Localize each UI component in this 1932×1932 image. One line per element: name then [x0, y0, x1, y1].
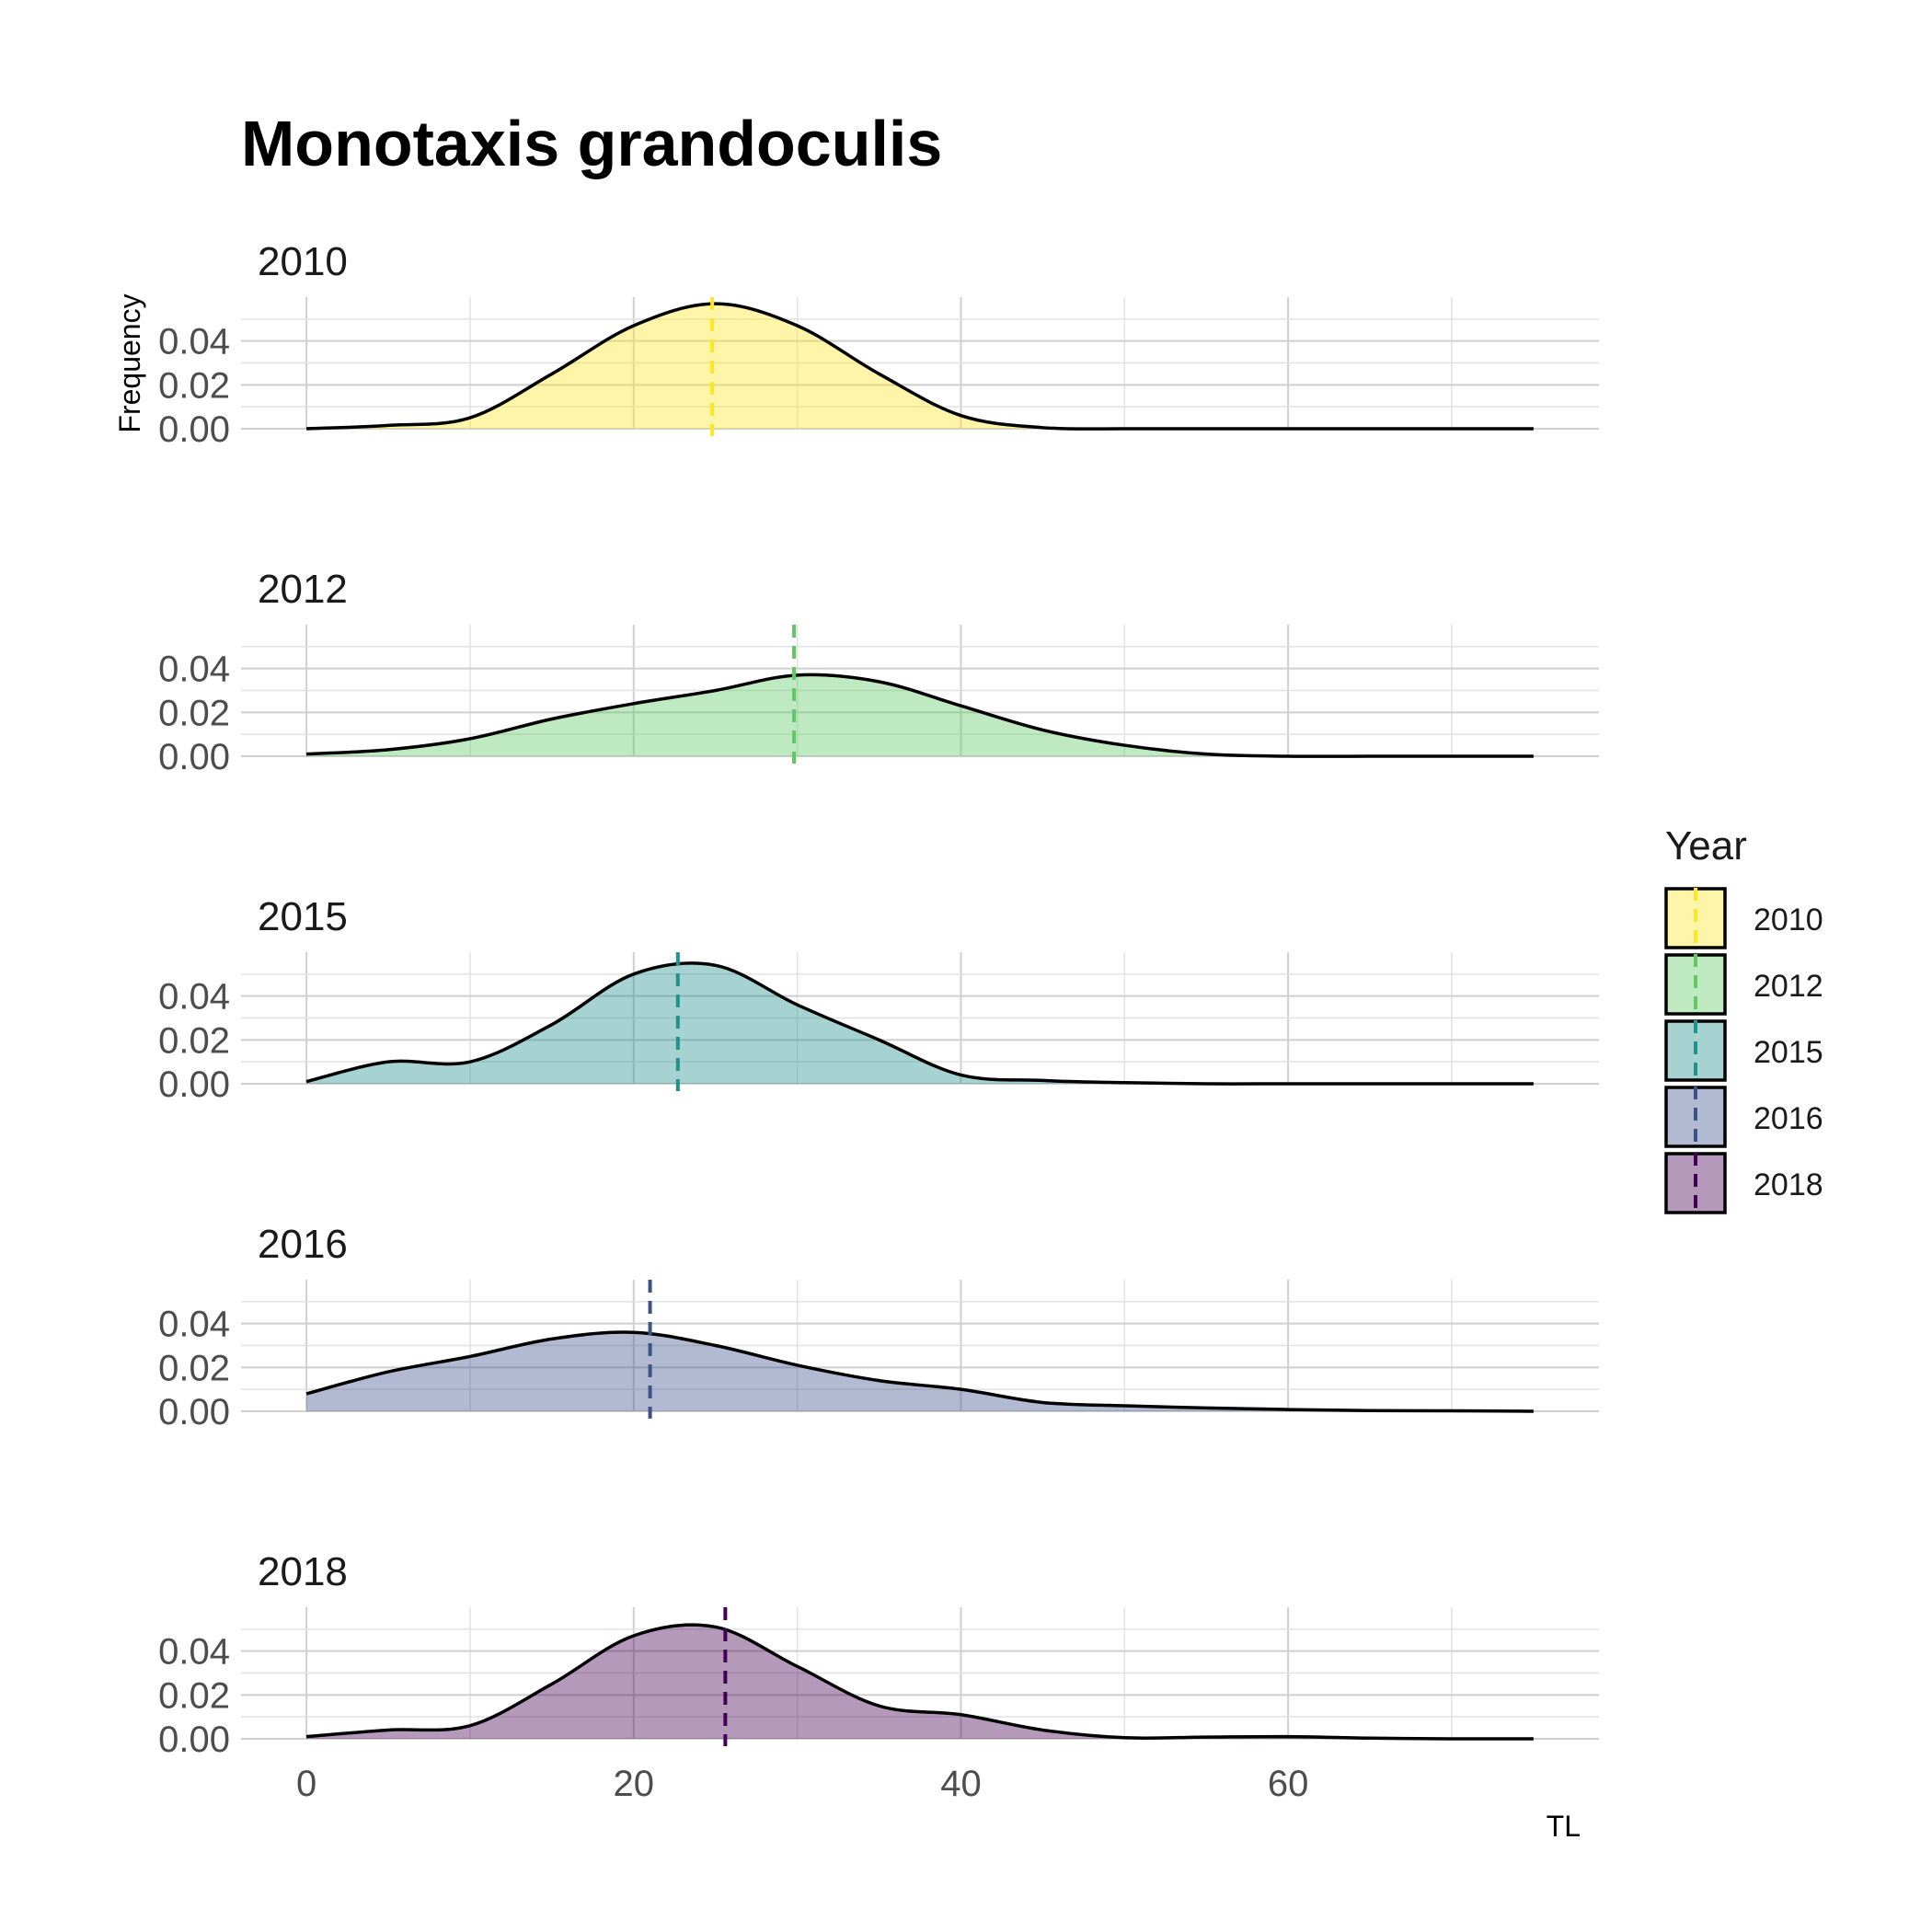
y-tick-label: 0.02 [158, 1348, 230, 1388]
density-area-2018 [306, 1625, 1534, 1740]
x-tick-label: 0 [296, 1764, 316, 1804]
y-tick-label: 0.04 [158, 650, 230, 690]
panel-2010: 2010 0.000.020.04 [158, 239, 1599, 450]
y-tick-label: 0.00 [158, 409, 230, 450]
y-axis-label: Frequency [113, 293, 146, 432]
density-line-2015 [305, 961, 1534, 1086]
density-line-2010 [306, 302, 1534, 431]
density-line-2018 [305, 1623, 1534, 1741]
x-axis: 0 20 40 60 [296, 1764, 1308, 1804]
y-tick-label: 0.00 [158, 1064, 230, 1105]
y-tick-label: 0.00 [158, 1392, 230, 1432]
facet-panels: 20100.000.020.0420120.000.020.0420150.00… [158, 239, 1599, 1760]
y-tick-label: 0.04 [158, 977, 230, 1018]
density-area-2012 [306, 674, 1534, 757]
y-tick-label: 0.00 [158, 1719, 230, 1760]
x-tick-label: 20 [614, 1764, 655, 1804]
panel-title-2018: 2018 [258, 1549, 348, 1594]
legend-label-2012: 2012 [1754, 969, 1823, 1004]
legend-item-2010: 2010 [1664, 887, 1823, 949]
y-tick-label: 0.04 [158, 1632, 230, 1673]
panel-2018: 2018 0.000.020.04 [158, 1549, 1599, 1760]
legend-label-2018: 2018 [1754, 1167, 1823, 1202]
panel-title-2015: 2015 [258, 894, 348, 939]
density-area-2010 [306, 304, 1534, 430]
density-line-2016 [305, 1330, 1534, 1413]
legend-label-2010: 2010 [1754, 903, 1823, 937]
legend-label-2016: 2016 [1754, 1101, 1823, 1136]
legend-title: Year [1665, 823, 1747, 868]
y-tick-label: 0.02 [158, 693, 230, 733]
chart-title: Monotaxis grandoculis [241, 108, 942, 179]
x-tick-label: 40 [940, 1764, 982, 1804]
y-tick-label: 0.00 [158, 737, 230, 777]
y-tick-label: 0.02 [158, 1020, 230, 1061]
panel-title-2010: 2010 [258, 239, 348, 284]
x-tick-label: 60 [1268, 1764, 1309, 1804]
x-axis-label: TL [1547, 1810, 1581, 1843]
legend-item-2012: 2012 [1664, 953, 1823, 1016]
density-line-2012 [306, 673, 1534, 758]
panel-2012: 2012 0.000.020.04 [158, 567, 1599, 777]
legend-item-2015: 2015 [1664, 1019, 1823, 1082]
density-area-2016 [306, 1331, 1534, 1411]
legend-item-2018: 2018 [1664, 1152, 1823, 1214]
legend-item-2016: 2016 [1664, 1086, 1823, 1148]
legend-label-2015: 2015 [1754, 1035, 1823, 1070]
density-area-2015 [306, 962, 1534, 1085]
y-tick-label: 0.02 [158, 1675, 230, 1716]
y-tick-label: 0.04 [158, 1305, 230, 1345]
panel-2015: 2015 0.000.020.04 [158, 894, 1599, 1105]
panel-2016: 2016 0.000.020.04 [158, 1222, 1599, 1432]
y-tick-label: 0.02 [158, 365, 230, 406]
legend: Year 2010 2012 2015 2016 2018 [1664, 823, 1823, 1214]
panel-title-2016: 2016 [258, 1222, 348, 1267]
y-tick-label: 0.04 [158, 322, 230, 362]
panel-title-2012: 2012 [258, 567, 348, 612]
